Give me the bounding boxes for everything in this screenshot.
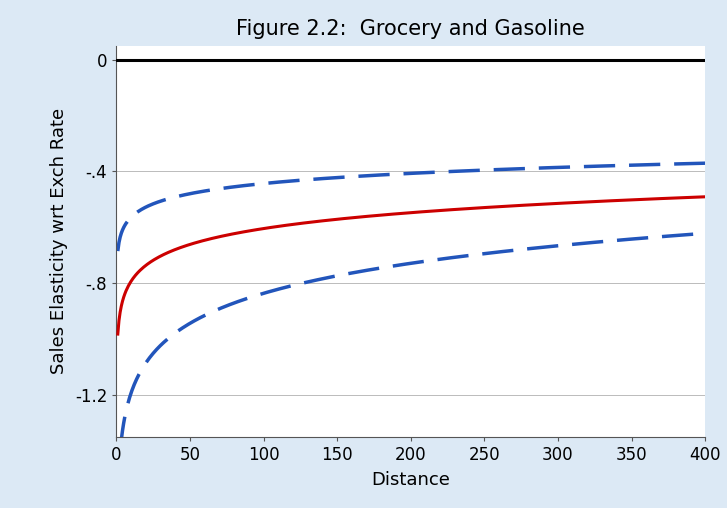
Y-axis label: Sales Elasticity wrt Exch Rate: Sales Elasticity wrt Exch Rate: [50, 108, 68, 374]
Title: Figure 2.2:  Grocery and Gasoline: Figure 2.2: Grocery and Gasoline: [236, 19, 585, 39]
X-axis label: Distance: Distance: [371, 471, 450, 489]
